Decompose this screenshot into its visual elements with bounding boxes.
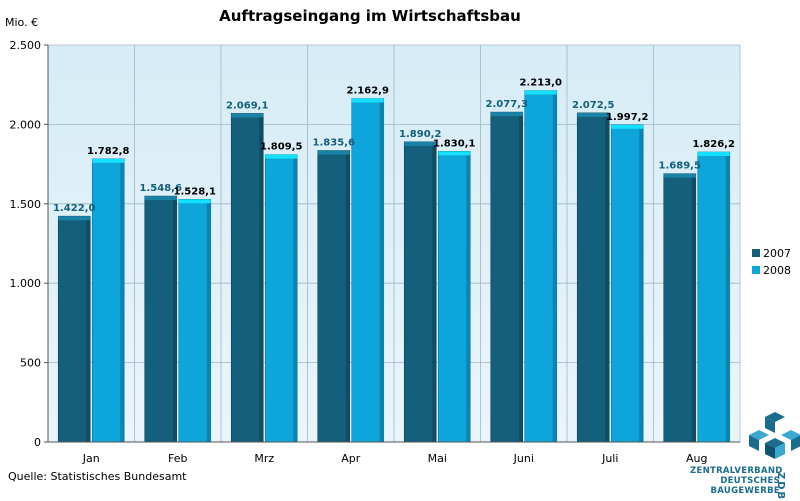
legend-item-2008: 2008 xyxy=(752,264,791,277)
logo-mark: ZDB xyxy=(775,472,786,501)
bar-cap-2007-Juni xyxy=(490,112,523,117)
bar-2008-Mai xyxy=(437,151,471,443)
logo-cubes-icon xyxy=(749,412,800,459)
bar-cap-2007-Aug xyxy=(663,173,696,178)
bar-2007-Apr xyxy=(317,150,351,443)
x-tick-label: Feb xyxy=(168,452,187,465)
data-label-2008-Apr: 2.162,9 xyxy=(347,86,389,97)
data-label-2007-Aug: 1.689,5 xyxy=(659,161,701,172)
bar-cap-2007-Juli xyxy=(577,112,610,117)
bar-2008-Aug xyxy=(697,151,731,443)
bar-cap-2008-Mrz xyxy=(265,154,298,159)
y-tick-label: 2.000 xyxy=(10,118,42,131)
data-label-2008-Juni: 2.213,0 xyxy=(520,78,562,89)
bar-chart: 1.422,0 1.782,8 1.548,61.528,1 2.069,1 1.809… xyxy=(10,39,741,465)
bar-cap-2008-Juni xyxy=(524,90,557,95)
logo-line-1: ZENTRALVERBAND xyxy=(690,466,783,476)
data-label-2007-Juni: 2.077,3 xyxy=(486,99,528,110)
bar-2008-Mrz xyxy=(264,154,298,443)
legend-label-2007: 2007 xyxy=(763,247,791,260)
y-axis-unit: Mio. € xyxy=(5,16,39,29)
bar-cap-2007-Feb xyxy=(144,196,177,201)
y-tick-label: 500 xyxy=(20,357,41,370)
bar-cap-2007-Jan xyxy=(58,216,91,221)
bar-2007-Juli xyxy=(576,112,610,443)
bar-side-2008-Juli xyxy=(639,128,644,442)
bar-side-2007-Juni xyxy=(518,116,523,443)
data-label-2007-Jan: 1.422,0 xyxy=(53,203,95,214)
x-tick-label: Juli xyxy=(601,452,618,465)
bar-cap-2008-Aug xyxy=(697,151,730,156)
bar-2007-Mrz xyxy=(230,113,264,443)
bar-side-2008-Juni xyxy=(552,94,557,443)
bar-2008-Apr xyxy=(351,98,385,443)
data-label-2008-Feb: 1.528,1 xyxy=(174,186,216,197)
bar-2008-Juni xyxy=(524,90,558,443)
bar-side-2008-Feb xyxy=(206,203,211,442)
bar-cap-2008-Juli xyxy=(611,124,644,129)
data-label-2008-Mai: 1.830,1 xyxy=(433,138,475,149)
source-note: Quelle: Statistisches Bundesamt xyxy=(8,470,187,483)
bar-side-2007-Mai xyxy=(432,145,437,442)
zdb-logo: ZENTRALVERBAND DEUTSCHES BAUGEWERBE ZDB xyxy=(690,408,800,501)
bar-cap-2008-Jan xyxy=(92,158,125,163)
data-label-2008-Jan: 1.782,8 xyxy=(87,146,129,157)
bar-2008-Feb xyxy=(178,199,212,443)
bar-2007-Juni xyxy=(490,111,524,443)
bar-side-2007-Mrz xyxy=(259,117,264,443)
bar-side-2007-Apr xyxy=(345,154,350,442)
bar-side-2008-Aug xyxy=(725,155,730,442)
data-label-2007-Juli: 2.072,5 xyxy=(572,100,614,111)
bar-side-2008-Jan xyxy=(120,162,125,442)
bar-cap-2008-Feb xyxy=(178,199,211,204)
y-tick-label: 2.500 xyxy=(10,39,42,52)
bar-2007-Aug xyxy=(663,173,697,443)
y-tick-label: 1.000 xyxy=(10,277,42,290)
bar-cap-2007-Mai xyxy=(404,141,437,146)
x-tick-label: Apr xyxy=(341,452,361,465)
bar-side-2008-Mai xyxy=(466,155,471,442)
bar-2007-Jan xyxy=(57,215,91,443)
x-tick-label: Aug xyxy=(686,452,707,465)
x-tick-label: Mai xyxy=(428,452,447,465)
legend-swatch-2008 xyxy=(752,266,760,274)
data-label-2008-Mrz: 1.809,5 xyxy=(260,142,302,153)
bar-2008-Juli xyxy=(610,124,644,443)
bar-side-2007-Aug xyxy=(691,177,696,442)
bar-2008-Jan xyxy=(91,158,125,443)
x-tick-label: Juni xyxy=(513,452,534,465)
bar-side-2008-Apr xyxy=(379,102,384,442)
y-tick-label: 0 xyxy=(34,436,41,449)
data-label-2008-Juli: 1.997,2 xyxy=(606,112,648,123)
bar-side-2007-Feb xyxy=(172,200,177,442)
bar-cap-2007-Mrz xyxy=(231,113,264,118)
x-tick-label: Mrz xyxy=(254,452,274,465)
bar-side-2007-Juli xyxy=(605,116,610,443)
bar-side-2008-Mrz xyxy=(293,158,298,442)
legend-swatch-2007 xyxy=(752,249,760,257)
x-tick-label: Jan xyxy=(82,452,100,465)
bar-cap-2008-Mai xyxy=(438,151,471,156)
bar-side-2007-Jan xyxy=(86,220,91,442)
logo-line-3: BAUGEWERBE xyxy=(710,486,780,496)
data-label-2007-Apr: 1.835,6 xyxy=(313,138,355,149)
y-tick-label: 1.500 xyxy=(10,198,42,211)
bar-cap-2007-Apr xyxy=(317,150,350,155)
data-label-2008-Aug: 1.826,2 xyxy=(693,139,735,150)
logo-line-2: DEUTSCHES xyxy=(720,476,780,486)
legend-label-2008: 2008 xyxy=(763,264,791,277)
bar-2007-Mai xyxy=(403,141,437,443)
data-label-2007-Mai: 1.890,2 xyxy=(399,129,441,140)
bar-cap-2008-Apr xyxy=(351,98,384,103)
data-label-2007-Feb: 1.548,6 xyxy=(140,183,182,194)
data-label-2007-Mrz: 2.069,1 xyxy=(226,100,268,111)
legend-item-2007: 2007 xyxy=(752,247,791,260)
chart-title: Auftragseingang im Wirtschaftsbau xyxy=(219,7,521,25)
bar-2007-Feb xyxy=(144,195,178,443)
